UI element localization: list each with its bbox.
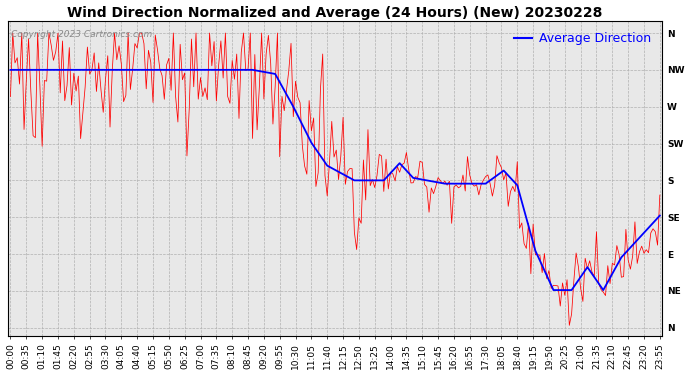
Text: Copyright 2023 Cartronics.com: Copyright 2023 Cartronics.com xyxy=(12,30,152,39)
Legend: Average Direction: Average Direction xyxy=(509,27,656,50)
Title: Wind Direction Normalized and Average (24 Hours) (New) 20230228: Wind Direction Normalized and Average (2… xyxy=(68,6,603,20)
